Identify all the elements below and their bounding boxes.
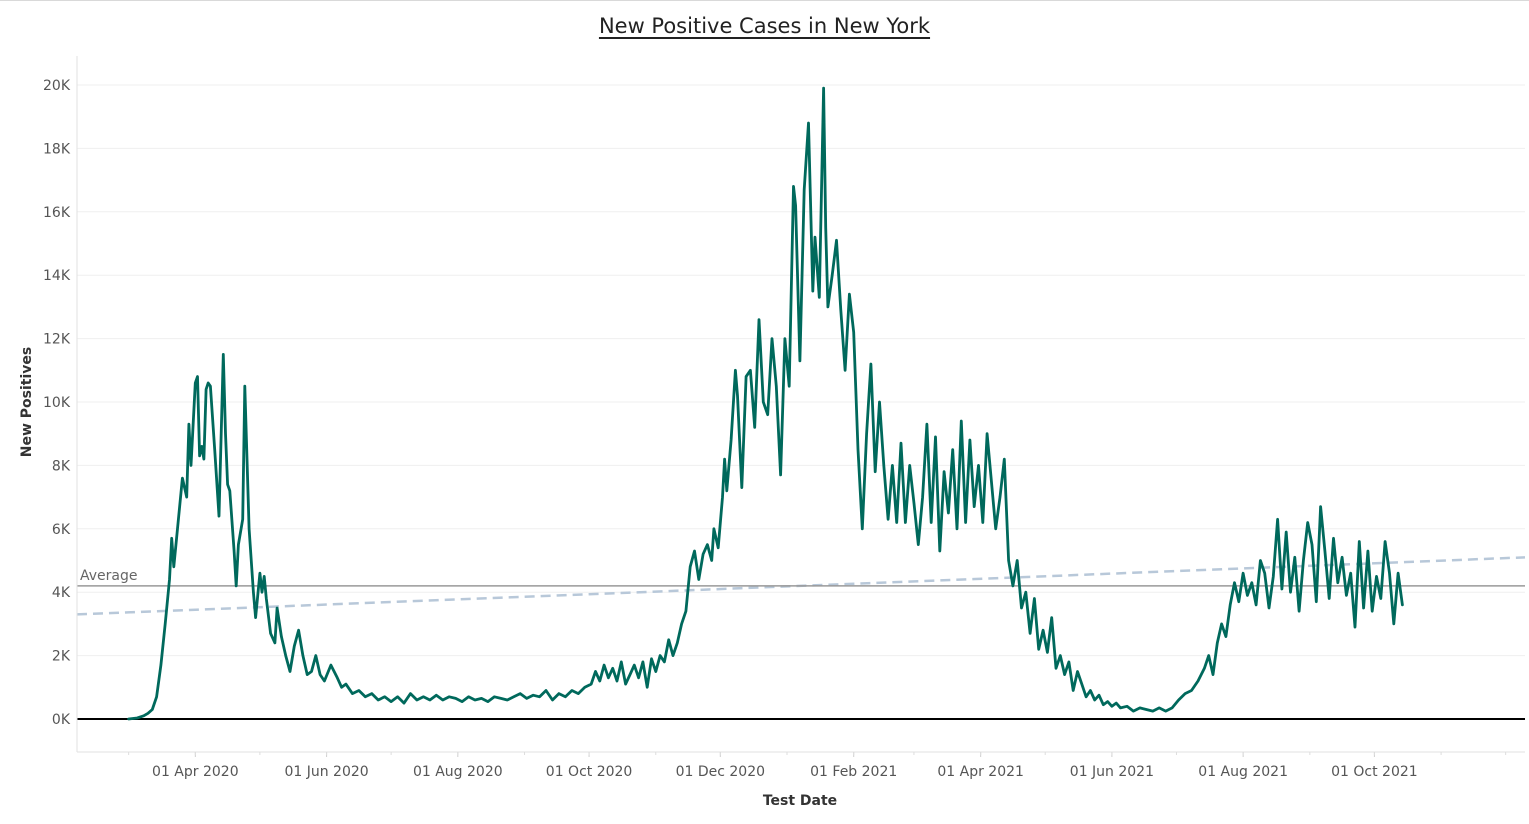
y-axis-title: New Positives <box>19 347 35 457</box>
x-tick-label: 01 Aug 2021 <box>1198 764 1288 780</box>
y-tick-label: 20K <box>43 78 71 94</box>
gridlines <box>77 84 1525 657</box>
chart-title: New Positive Cases in New York <box>598 14 931 38</box>
x-tick-label: 01 Apr 2021 <box>937 764 1024 780</box>
y-tick-label: 6K <box>52 522 71 538</box>
x-tick-label: 01 Dec 2020 <box>676 764 765 780</box>
x-tick-label: 01 Oct 2021 <box>1331 764 1418 780</box>
y-tick-label: 10K <box>43 395 71 411</box>
y-tick-label: 16K <box>43 205 71 221</box>
y-tick-label: 4K <box>52 585 71 601</box>
y-tick-label: 2K <box>52 649 71 665</box>
x-tick-label: 01 Apr 2020 <box>152 764 239 780</box>
y-tick-label: 14K <box>43 268 71 284</box>
reference-lines: Average <box>76 556 1526 720</box>
x-axis-title: Test Date <box>763 793 837 809</box>
x-tick-label: 01 Aug 2020 <box>413 764 503 780</box>
x-tick-label: 01 Feb 2021 <box>810 764 897 780</box>
x-tick-label: 01 Jun 2020 <box>284 764 368 780</box>
y-tick-label: 0K <box>52 712 71 728</box>
top-border <box>0 0 1529 1</box>
average-label: Average <box>80 568 138 584</box>
series <box>127 86 1404 721</box>
y-tick-label: 12K <box>43 332 71 348</box>
axes: 0K 2K 4K 6K 8K 10K 12K 14K 16K 18K 20K 01 Apr 2020 0… <box>43 56 1525 780</box>
series-line-new-positives <box>127 86 1404 721</box>
y-tick-label: 8K <box>52 458 71 474</box>
x-tick-label: 01 Jun 2021 <box>1070 764 1154 780</box>
y-tick-label: 18K <box>43 141 71 157</box>
x-tick-label: 01 Oct 2020 <box>546 764 633 780</box>
